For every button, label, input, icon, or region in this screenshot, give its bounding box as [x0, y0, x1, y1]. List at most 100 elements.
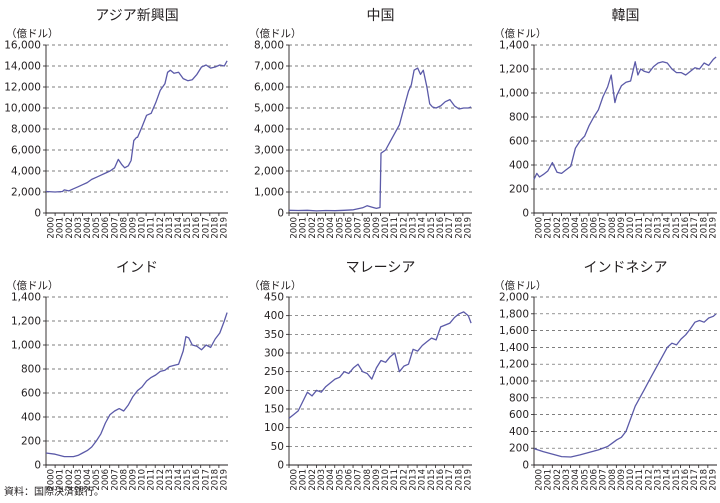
- unit-label: （億ドル）: [6, 27, 59, 40]
- x-tick-label: 2014: [418, 217, 428, 239]
- x-tick-label: 2000: [47, 469, 57, 491]
- x-tick-label: 2002: [308, 217, 318, 239]
- y-tick-label: 1,000: [254, 187, 284, 199]
- x-tick-label: 2002: [65, 469, 75, 491]
- x-tick-label: 2016: [681, 217, 691, 239]
- series-line: [45, 312, 228, 458]
- x-tick-label: 2007: [599, 217, 609, 239]
- x-tick-label: 2018: [699, 217, 709, 239]
- x-tick-label: 2016: [192, 217, 202, 239]
- x-tick-label: 2003: [317, 217, 327, 239]
- x-tick-label: 2013: [409, 469, 419, 491]
- x-tick-label: 2017: [690, 217, 700, 239]
- y-tick-label: 2,000: [254, 166, 284, 178]
- y-tick-label: 0: [277, 208, 284, 220]
- unit-label: （億ドル）: [249, 279, 302, 292]
- y-tick-label: 800: [21, 364, 41, 376]
- x-tick-label: 2011: [635, 217, 645, 239]
- y-tick-label: 8,000: [11, 124, 41, 136]
- x-tick-label: 2018: [454, 469, 464, 491]
- x-tick-label: 2000: [535, 469, 545, 491]
- y-tick-label: 1,400: [499, 40, 529, 52]
- x-tick-label: 2017: [201, 469, 211, 491]
- x-tick-label: 2008: [608, 469, 618, 491]
- x-tick-label: 2014: [663, 469, 673, 491]
- chart-title: 中国: [367, 8, 395, 24]
- x-tick-label: 2003: [317, 469, 327, 491]
- y-tick-label: 50: [271, 441, 284, 453]
- x-tick-label: 2002: [308, 469, 318, 491]
- x-tick-label: 2012: [156, 217, 166, 239]
- y-tick-label: 400: [509, 160, 529, 172]
- x-tick-label: 2010: [381, 217, 391, 239]
- x-tick-label: 2019: [708, 217, 718, 239]
- y-tick-label: 0: [522, 208, 529, 220]
- x-tick-label: 2015: [183, 217, 193, 239]
- x-tick-label: 2004: [571, 469, 581, 491]
- x-tick-label: 2005: [580, 469, 590, 491]
- chart-title: 韓国: [612, 8, 640, 24]
- chart-title: アジア新興国: [95, 8, 178, 24]
- chart-panel: 中国 （億ドル） 0 1,000 2,000 3,000 4,000 5,000 6,000 7,…: [249, 8, 473, 239]
- x-tick-label: 2005: [580, 217, 590, 239]
- y-tick-label: 200: [509, 184, 529, 196]
- y-tick-label: 2,000: [499, 292, 529, 304]
- x-tick-label: 2012: [644, 469, 654, 491]
- x-tick-label: 2002: [553, 469, 563, 491]
- x-tick-label: 2015: [427, 469, 437, 491]
- x-tick-label: 2011: [390, 217, 400, 239]
- x-tick-label: 2013: [165, 469, 175, 491]
- y-tick-label: 800: [509, 392, 529, 404]
- x-tick-label: 2019: [463, 469, 473, 491]
- x-tick-label: 2003: [562, 217, 572, 239]
- x-tick-label: 2016: [681, 469, 691, 491]
- x-tick-label: 2003: [562, 469, 572, 491]
- x-tick-label: 2001: [299, 469, 309, 491]
- x-tick-label: 2009: [128, 217, 138, 239]
- x-tick-label: 2006: [344, 217, 354, 239]
- y-tick-label: 1,400: [499, 342, 529, 354]
- x-tick-label: 2016: [436, 469, 446, 491]
- y-tick-label: 6,000: [254, 82, 284, 94]
- x-tick-label: 2014: [418, 469, 428, 491]
- x-tick-label: 2007: [110, 217, 120, 239]
- y-tick-label: 1,400: [11, 292, 41, 304]
- y-tick-label: 800: [509, 112, 529, 124]
- y-tick-label: 1,000: [11, 340, 41, 352]
- x-tick-label: 2014: [663, 217, 673, 239]
- x-tick-label: 2001: [544, 217, 554, 239]
- x-tick-label: 2008: [119, 469, 129, 491]
- chart-panel: アジア新興国 （億ドル） 0 2,000 4,000 6,000 8,000 10,000 12…: [4, 8, 229, 239]
- x-tick-label: 2004: [571, 217, 581, 239]
- y-tick-label: 0: [522, 460, 529, 472]
- y-tick-label: 0: [34, 460, 41, 472]
- x-tick-label: 2011: [635, 469, 645, 491]
- x-tick-label: 2014: [174, 217, 184, 239]
- x-tick-label: 2009: [128, 469, 138, 491]
- x-tick-label: 2013: [165, 217, 175, 239]
- y-tick-label: 350: [264, 329, 284, 341]
- series-line: [533, 56, 717, 180]
- chart-panel: インドネシア （億ドル） 0 200 400 600 800 1,000 1,200 1,400 1…: [494, 260, 718, 491]
- x-tick-label: 2001: [56, 217, 66, 239]
- x-tick-label: 2009: [372, 469, 382, 491]
- x-tick-label: 2010: [626, 469, 636, 491]
- series-line: [288, 67, 472, 212]
- x-tick-label: 2015: [672, 217, 682, 239]
- x-tick-label: 2005: [92, 217, 102, 239]
- x-tick-label: 2005: [335, 469, 345, 491]
- y-tick-label: 200: [264, 385, 284, 397]
- y-tick-label: 150: [264, 404, 284, 416]
- x-tick-label: 2004: [83, 469, 93, 491]
- series-line: [45, 60, 228, 193]
- x-tick-label: 2019: [708, 469, 718, 491]
- x-tick-label: 2000: [47, 217, 57, 239]
- y-tick-label: 1,200: [499, 64, 529, 76]
- y-tick-label: 1,200: [11, 316, 41, 328]
- y-tick-label: 14,000: [4, 61, 41, 73]
- x-tick-label: 2009: [372, 217, 382, 239]
- x-tick-label: 2011: [147, 217, 157, 239]
- y-tick-label: 5,000: [254, 103, 284, 115]
- unit-label: （億ドル）: [494, 279, 547, 292]
